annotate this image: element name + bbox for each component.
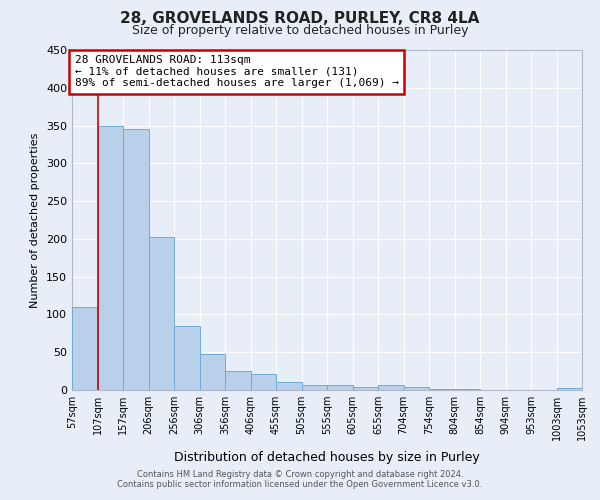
Text: Contains HM Land Registry data © Crown copyright and database right 2024.
Contai: Contains HM Land Registry data © Crown c… [118, 470, 482, 489]
Bar [429, 389, 455, 390]
Bar [276, 382, 302, 390]
Bar [378, 384, 404, 390]
Bar [404, 387, 429, 390]
Bar [557, 388, 582, 390]
Bar [149, 236, 174, 390]
Bar [251, 374, 276, 390]
X-axis label: Distribution of detached houses by size in Purley: Distribution of detached houses by size … [174, 452, 480, 464]
Bar [455, 389, 480, 390]
Bar [97, 126, 123, 390]
Text: Size of property relative to detached houses in Purley: Size of property relative to detached ho… [132, 24, 468, 37]
Y-axis label: Number of detached properties: Number of detached properties [31, 132, 40, 308]
Bar [72, 307, 97, 390]
Bar [174, 326, 199, 390]
Bar [327, 386, 353, 390]
Bar [199, 354, 225, 390]
Bar [123, 130, 149, 390]
Text: 28 GROVELANDS ROAD: 113sqm
← 11% of detached houses are smaller (131)
89% of sem: 28 GROVELANDS ROAD: 113sqm ← 11% of deta… [74, 55, 398, 88]
Bar [353, 387, 378, 390]
Bar [225, 371, 251, 390]
Bar [302, 384, 327, 390]
Text: 28, GROVELANDS ROAD, PURLEY, CR8 4LA: 28, GROVELANDS ROAD, PURLEY, CR8 4LA [121, 11, 479, 26]
